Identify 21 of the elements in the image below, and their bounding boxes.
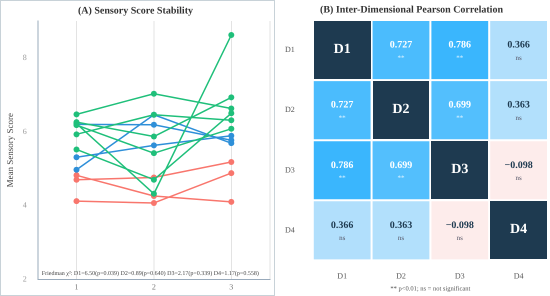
label-tile: D2 [372, 81, 430, 140]
y-tick-label: D1 [284, 45, 295, 54]
y-axis-title: Mean Sensory Score [4, 112, 15, 188]
y-tick-label: D4 [284, 225, 295, 234]
chart-title: (A) Sensory Score Stability [78, 6, 194, 17]
label-tile: D4 [490, 201, 547, 260]
y-tick-label: 8 [22, 53, 27, 62]
x-tick-label: D1 [337, 271, 348, 280]
label-tile: D3 [431, 141, 488, 200]
x-tick-label: 1 [74, 282, 78, 292]
text: (B) Inter-Dimensional Pearson Correlation [320, 4, 504, 16]
y-tick-label: 6 [22, 126, 27, 136]
label-tile: D1 [314, 21, 371, 80]
x-tick-label: D2 [396, 271, 406, 280]
x-tick-label: 3 [229, 282, 234, 292]
x-tick-label: D3 [454, 271, 465, 280]
y-tick-label: D3 [284, 165, 295, 174]
y-tick-label: 4 [22, 200, 27, 210]
y-tick-label: D2 [284, 105, 295, 114]
x-tick-label: 2 [152, 282, 156, 292]
x-tick-label: D4 [514, 271, 524, 280]
